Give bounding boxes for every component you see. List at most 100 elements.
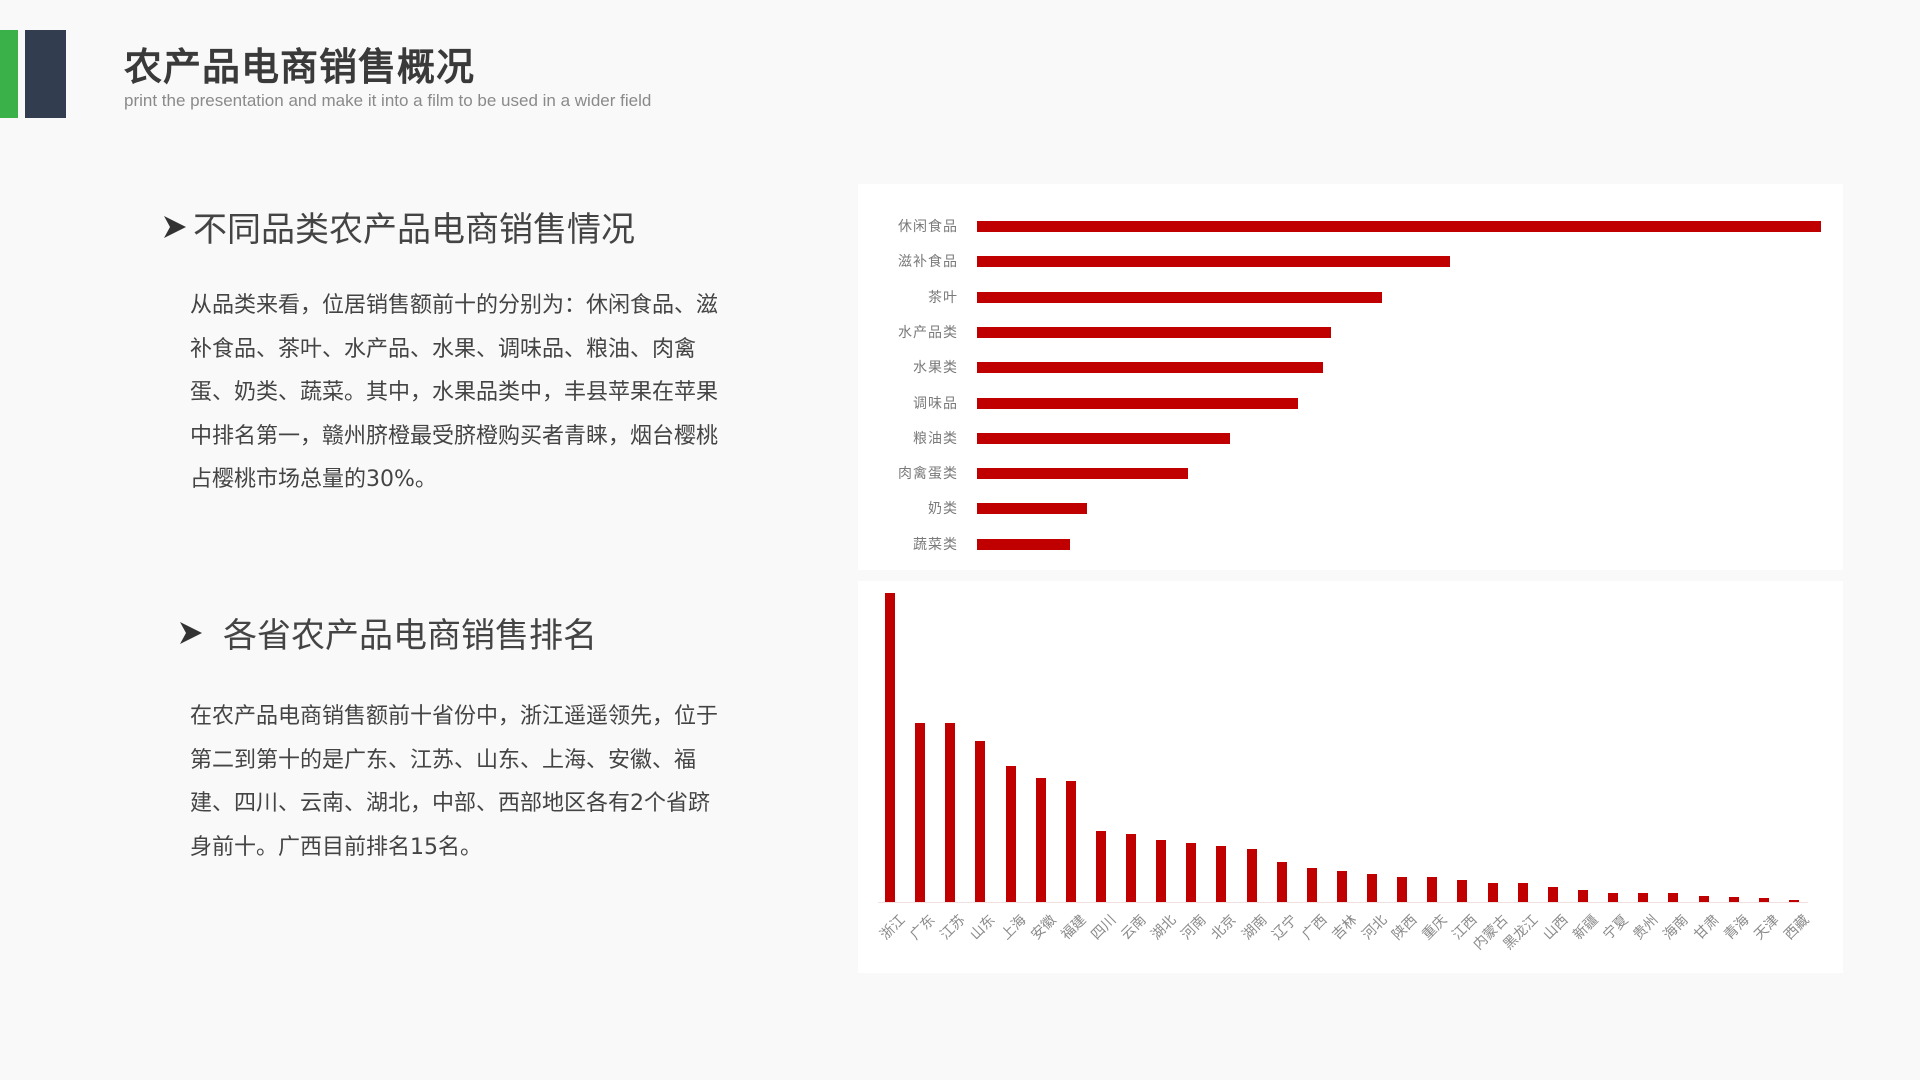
chart-category-label: 吉林 [1329,912,1361,944]
chart-category-label: 粮油类 [913,430,958,447]
chart-bar [1095,830,1106,902]
chart-bar [1668,892,1679,902]
chart-category-label: 安徽 [1027,912,1060,944]
chart-category-label: 肉禽蛋类 [898,466,958,483]
section-heading-province: 各省农产品电商销售排名 [179,608,597,657]
chart-bar [1728,897,1739,902]
chart-bar [1065,781,1076,902]
section-heading-text: 不同品类农产品电商销售情况 [193,210,635,250]
chart-category-label: 四川 [1088,912,1120,944]
chart-category-label: 西藏 [1781,912,1813,944]
chart-bar [1005,766,1016,902]
accent-bar-green [0,30,18,118]
chart-category-label: 广东 [907,912,939,944]
chart-category-label: 海南 [1660,912,1692,944]
section-heading-category: 不同品类农产品电商销售情况 [163,202,635,251]
chart-bar [1638,892,1649,902]
chart-bar [1336,871,1347,902]
page-subtitle: print the presentation and make it into … [124,91,652,110]
chart-category-label: 湖北 [1148,912,1180,944]
chart-bar [1517,883,1528,902]
chart-category-label: 青海 [1720,912,1753,944]
arrow-bullet-icon [180,621,202,644]
chart-bar-row: 奶类 [858,499,1843,519]
chart-category-label: 宁夏 [1600,912,1632,944]
chart-bar-row: 茶叶 [858,288,1843,308]
chart-bar [1698,895,1709,902]
chart-category-label: 云南 [1118,912,1150,944]
chart-category-label: 蔬菜类 [913,536,958,553]
chart-bar [1487,883,1498,902]
chart-category-label: 山东 [967,912,999,944]
chart-bar [977,503,1087,515]
chart-bar-row: 水产品类 [858,323,1843,343]
chart-category-label: 调味品 [913,395,958,412]
chart-bar [1758,897,1769,902]
chart-category-label: 山西 [1540,912,1572,944]
chart-category-label: 新疆 [1570,912,1602,944]
chart-category-label: 滋补食品 [898,254,958,271]
chart-bar [977,362,1324,374]
chart-bar [1547,886,1558,902]
chart-bar [977,326,1332,338]
chart-bar [1397,877,1408,902]
page-title: 农产品电商销售概况 [124,45,476,89]
chart-category-label: 河北 [1359,912,1391,944]
chart-bar [1306,868,1317,902]
chart-bar [977,468,1188,480]
chart-bar [1367,874,1378,902]
chart-bar [977,432,1231,444]
chart-category-label: 福建 [1058,912,1090,944]
chart-category-label: 贵州 [1630,912,1662,944]
arrow-bullet-icon [164,215,186,238]
province-sales-bar-chart: 浙江 广东 江苏 山东 上海 安徽 福建 四川 云南 湖北 河南 北京 湖南 辽宁 广西 吉林 河北 陕西 重庆 江西… [858,581,1843,973]
chart-bar-row: 休闲食品 [858,217,1843,237]
chart-bar [1186,843,1197,902]
chart-bar [1427,877,1438,902]
chart-bar [1457,880,1468,902]
chart-bar [977,221,1821,232]
chart-category-label: 陕西 [1389,912,1421,944]
chart-bar [1216,846,1227,902]
section-body-category: 从品类来看，位居销售额前十的分别为：休闲食品、滋补食品、茶叶、水产品、水果、调味… [190,293,719,492]
chart-category-label: 北京 [1208,912,1240,944]
chart-category-label: 水果类 [913,360,958,377]
chart-bar-row: 粮油类 [858,429,1843,449]
chart-bar-row: 滋补食品 [858,252,1843,272]
chart-bar [1577,889,1588,902]
chart-bar [1276,861,1287,902]
category-sales-bar-chart: 休闲食品滋补食品茶叶水产品类水果类调味品粮油类肉禽蛋类奶类蔬菜类 [858,184,1843,570]
chart-baseline [878,902,1808,903]
chart-bar [915,722,926,902]
chart-bar [945,722,956,902]
chart-bar [885,593,895,902]
chart-bar-row: 蔬菜类 [858,535,1843,555]
chart-bar [1126,834,1137,902]
chart-category-label: 天津 [1751,912,1783,944]
chart-category-label: 浙江 [877,912,909,944]
chart-bar [1608,892,1619,902]
chart-bar-row: 调味品 [858,394,1843,414]
chart-category-label: 休闲食品 [898,219,958,235]
chart-category-label: 河南 [1178,912,1210,944]
chart-bar [1788,899,1799,902]
chart-category-label: 水产品类 [898,324,958,341]
chart-bar [975,741,986,902]
chart-category-label: 广西 [1299,912,1331,944]
chart-category-label: 湖南 [1238,912,1270,944]
chart-bar [1035,778,1046,902]
chart-bar-row: 肉禽蛋类 [858,464,1843,484]
chart-category-label: 奶类 [928,501,958,518]
chart-category-label: 甘肃 [1690,912,1722,944]
chart-bar [977,291,1383,303]
chart-category-label: 重庆 [1419,912,1451,944]
chart-category-label: 茶叶 [928,289,958,306]
chart-category-label: 上海 [997,912,1029,944]
chart-bar [977,256,1450,268]
section-heading-text: 各省农产品电商销售排名 [223,616,597,656]
section-body-province: 在农产品电商销售额前十省份中，浙江遥遥领先，位于第二到第十的是广东、江苏、山东、… [190,704,719,860]
chart-bar [1156,840,1167,902]
accent-bar-dark [25,30,66,118]
chart-bar [977,397,1298,409]
chart-category-label: 辽宁 [1269,912,1301,944]
